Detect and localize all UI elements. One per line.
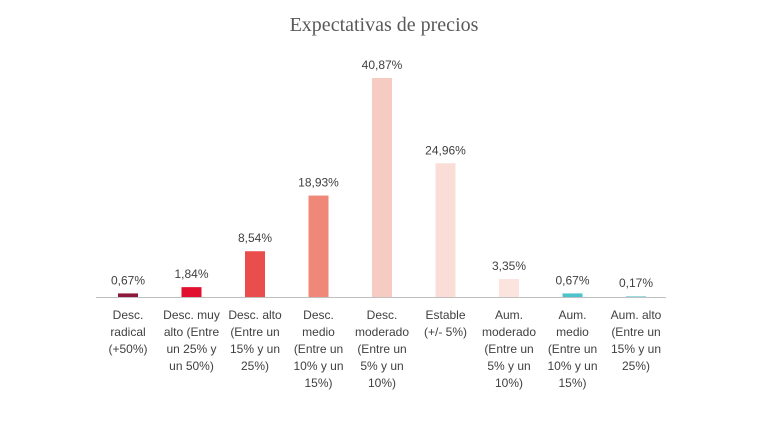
bar-7 [499,279,519,297]
data-label-3: 8,54% [238,231,272,245]
category-label-line: 15%) [558,376,586,390]
bar-6 [435,163,456,297]
bar-1 [118,293,138,297]
category-label-line: (+50%) [108,342,147,356]
data-label-4: 18,93% [298,176,339,190]
bar-4 [308,195,329,297]
category-label-line: radical [110,325,145,339]
category-label-line: (Entre un [548,342,597,356]
category-label-line: un 50%) [169,359,214,373]
category-label-line: alto (Entre [164,325,220,339]
category-label-line: 15% y un [230,342,280,356]
bar-2 [181,287,202,297]
category-label-line: 15%) [304,376,332,390]
category-label-line: Desc. [303,308,334,322]
category-label-line: Desc. alto [228,308,282,322]
category-label-line: Estable [425,308,465,322]
category-label-line: medio [302,325,335,339]
category-label-line: (Entre un [611,325,660,339]
category-label-line: moderado [355,325,409,339]
bar-8 [562,293,583,297]
category-label-line: moderado [482,325,536,339]
category-label-1: Desc. radical (+50%) [108,308,147,356]
category-label-4: Desc. medio (Entre un 10% y un 15%) [293,308,343,390]
category-label-line: 25%) [241,359,269,373]
category-label-2: Desc. muy alto (Entre un 25% y un 50%) [163,308,220,373]
data-label-1: 0,67% [111,273,145,287]
data-label-2: 1,84% [174,267,208,281]
labels-group: 0,67% Desc. radical (+50%) 1,84% Desc. muy alt… [108,58,661,390]
data-label-5: 40,87% [362,58,403,72]
category-label-line: 10% y un [293,359,343,373]
data-label-8: 0,67% [555,273,589,287]
category-label-line: (Entre un [484,342,533,356]
category-label-9: Aum. alto (Entre un 15% y un 25%) [611,308,662,373]
bar-3 [245,251,265,297]
category-label-line: Aum. [495,308,523,322]
category-label-line: 10%) [495,376,523,390]
category-label-5: Desc. moderado (Entre un 5% y un 10%) [355,308,409,390]
bar-5 [372,78,392,297]
category-label-line: Desc. [367,308,398,322]
chart-title: Expectativas de precios [289,14,479,36]
category-label-line: medio [556,325,589,339]
category-label-line: (+/- 5%) [424,325,467,339]
category-label-line: Aum. alto [611,308,662,322]
data-label-7: 3,35% [492,259,526,273]
category-label-8: Aum. medio (Entre un 10% y un 15%) [547,308,597,390]
category-label-line: 15% y un [611,342,661,356]
data-label-6: 24,96% [425,143,466,157]
bar-9 [626,296,646,297]
category-label-line: un 25% y [166,342,216,356]
category-label-6: Estable (+/- 5%) [424,308,467,339]
category-label-line: Desc. [113,308,144,322]
category-label-line: 25%) [622,359,650,373]
category-label-line: Desc. muy [163,308,220,322]
category-label-line: (Entre un [294,342,343,356]
category-label-7: Aum. moderado (Entre un 5% y un 10%) [482,308,536,390]
category-label-3: Desc. alto (Entre un 15% y un 25%) [228,308,282,373]
category-label-line: 10%) [368,376,396,390]
category-label-line: 10% y un [547,359,597,373]
category-label-line: (Entre un [230,325,279,339]
category-label-line: Aum. [558,308,586,322]
data-label-9: 0,17% [619,276,653,290]
bars-group [118,78,646,297]
category-label-line: 5% y un [487,359,530,373]
category-label-line: 5% y un [360,359,403,373]
category-label-line: (Entre un [357,342,406,356]
